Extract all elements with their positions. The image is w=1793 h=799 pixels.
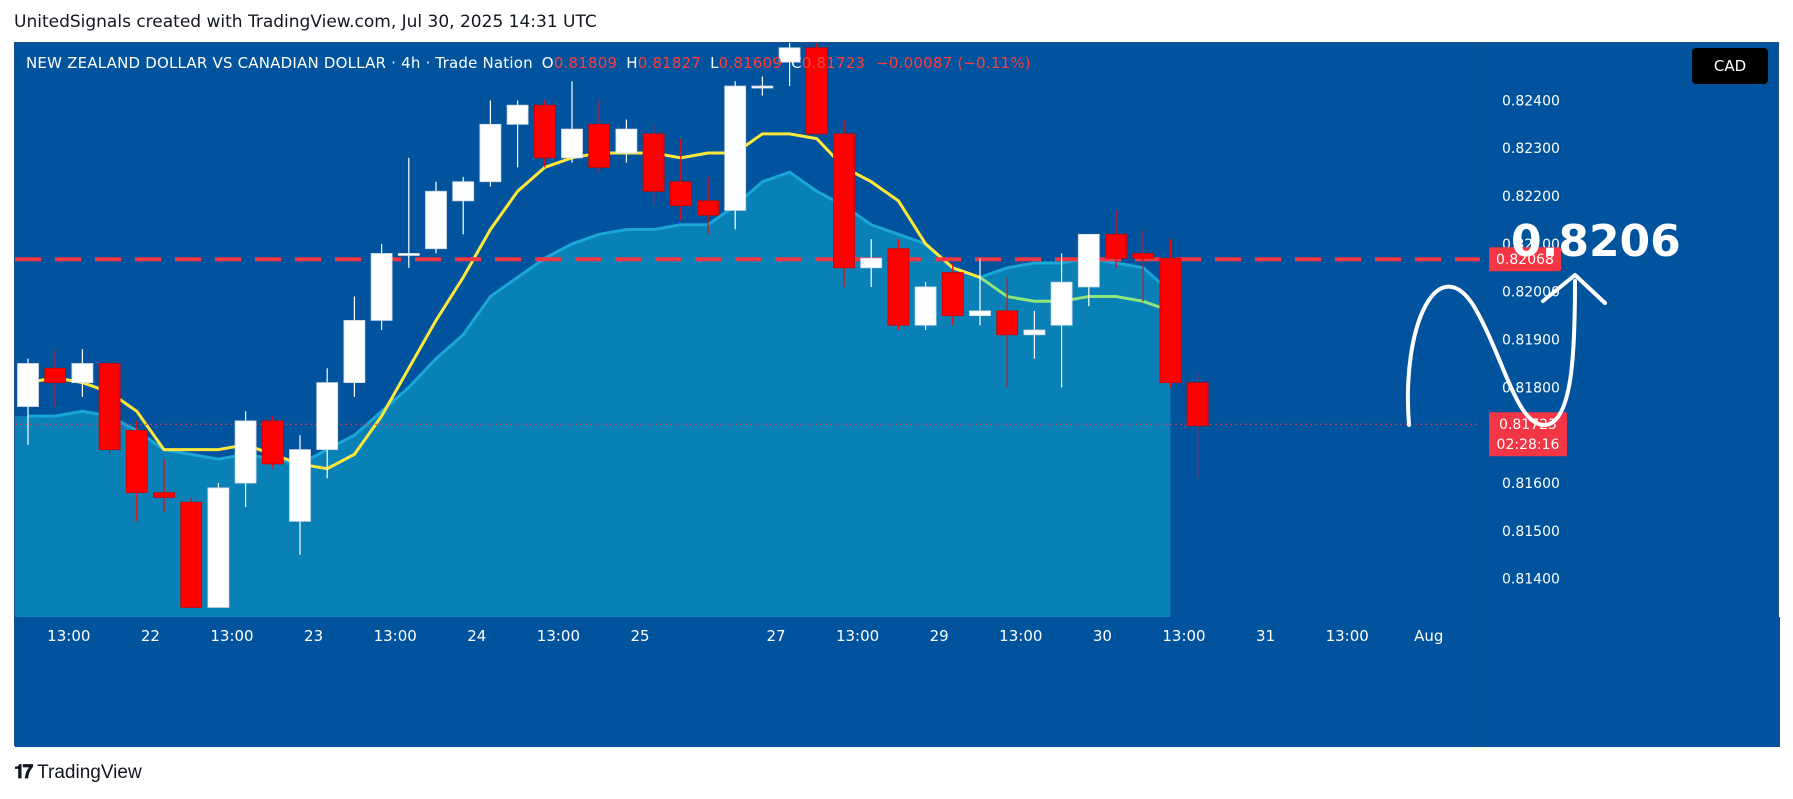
candle-body [153,492,175,498]
candle-body [316,382,339,450]
candle-body [805,47,828,135]
time-tick-label: 13:00 [1162,627,1205,645]
candle-body [17,363,39,407]
open-value: 0.81809 [553,54,618,72]
time-tick-label: 13:00 [999,627,1042,645]
candle-body [343,320,366,384]
candle-body [44,367,67,384]
candle-body [180,501,203,608]
candle-body [207,487,230,608]
low-value: 0.81609 [718,54,783,72]
candle-body [1105,233,1127,259]
time-tick-label: 13:00 [836,627,879,645]
candle-body [887,248,910,326]
candle-body [669,181,692,207]
price-tick-label: 0.81900 [1502,333,1560,349]
time-tick-label: 22 [141,627,160,645]
open-label: O [541,54,554,72]
time-tick-label: 25 [630,627,649,645]
candle-body [588,123,611,168]
time-tick-label: 23 [304,627,323,645]
candle-body [234,420,257,484]
price-tick-label: 0.81400 [1502,572,1560,588]
candle-body [941,272,964,317]
target-annotation-text: 0.8206 [1511,216,1681,267]
time-tick-label: 13:00 [537,627,580,645]
candle-body [425,190,447,250]
candle-body [479,123,502,183]
ema-fast-line-tail [979,276,1171,313]
time-tick-label: 29 [930,627,949,645]
candle-body [289,449,311,522]
candle-body [561,128,583,159]
chart-attribution: UnitedSignals created with TradingView.c… [14,12,597,32]
time-tick-label: 13:00 [374,627,417,645]
countdown-label: 02:28:16 [1497,437,1560,453]
change-value: −0.00087 (−0.11%) [876,54,1031,72]
close-label: C [791,54,802,72]
target-price-tag-label: 0.82068 [1496,252,1554,268]
tradingview-mark-icon: 𝟏𝟕 [14,762,33,783]
chart-panel[interactable]: 0.82400 0.82300 0.82200 0.82100 0.82000 0.819… [14,42,1780,747]
candle-body [969,310,991,317]
time-tick-label: Aug [1414,627,1443,645]
candle-body [1023,329,1046,336]
close-value: 0.81723 [801,54,866,72]
candle-body [860,257,883,269]
candle-body [1159,257,1182,384]
candle-body [642,133,665,192]
candle-body [370,253,393,321]
candle-body [615,128,638,154]
price-tick-label: 0.81600 [1502,476,1560,492]
time-tick-label: 13:00 [1326,627,1369,645]
candle-body [98,363,121,450]
candle-body [1132,253,1155,259]
time-tick-label: 13:00 [210,627,253,645]
symbol-legend: NEW ZEALAND DOLLAR VS CANADIAN DOLLAR · … [26,54,1031,72]
candle-body [452,181,475,202]
candle-body [697,200,719,216]
price-tick-label: 0.81500 [1502,524,1560,540]
candle-body [914,286,937,326]
candle-body [397,253,420,256]
candle-body [751,85,774,89]
price-tick-label: 0.82400 [1502,93,1560,109]
arrow-up-icon [1541,273,1607,305]
candle-body [506,104,529,125]
time-tick-label: 31 [1256,627,1275,645]
candle-body [778,47,801,63]
tradingview-logo: 𝟏𝟕 TradingView [14,762,142,784]
symbol-title: NEW ZEALAND DOLLAR VS CANADIAN DOLLAR · … [26,54,533,72]
candle-body [71,363,94,384]
ema-fast-line [27,132,981,471]
time-axis-band [15,617,1780,747]
candle-body [1077,233,1100,288]
price-tick-label: 0.82200 [1502,189,1560,205]
current-price-tag-label: 0.81723 [1499,417,1557,433]
candle-body [996,310,1019,336]
candle-body [1186,382,1209,427]
tradingview-brand: TradingView [37,762,142,783]
target-price-tag [1489,247,1561,272]
candle-body [261,420,284,465]
price-tick-label: 0.82300 [1502,141,1560,157]
time-tick-label: 30 [1093,627,1112,645]
candle-body [125,430,148,494]
low-label: L [710,54,719,72]
high-value: 0.81827 [637,54,702,72]
time-tick-label: 24 [467,627,486,645]
high-label: H [626,54,638,72]
candle-body [533,104,556,159]
candlestick-chart[interactable]: 0.824000.823000.822000.821000.820000.819… [15,43,1780,747]
time-tick-label: 27 [766,627,785,645]
time-tick-label: 13:00 [47,627,90,645]
projection-wave-drawing [1406,279,1577,428]
currency-button[interactable]: CAD [1692,48,1768,84]
price-tick-label: 0.81800 [1502,380,1560,396]
candle-body [724,85,747,211]
candle-body [833,133,855,269]
candle-body [1050,281,1073,326]
